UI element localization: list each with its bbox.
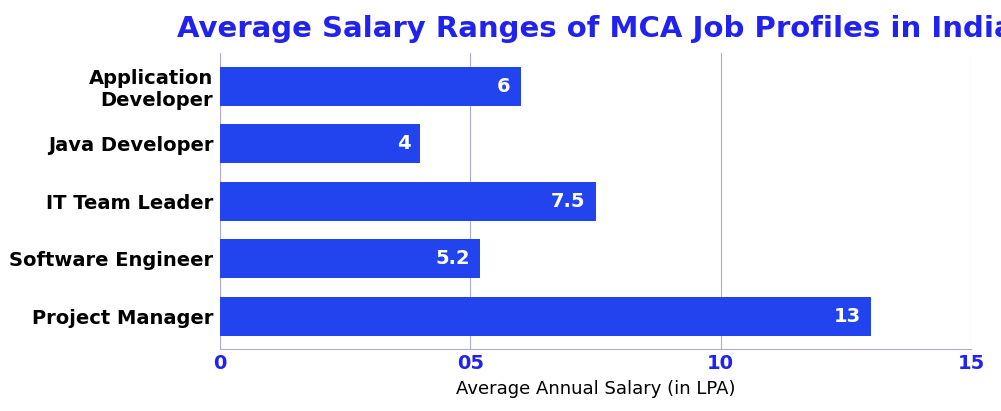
Text: 5.2: 5.2: [435, 249, 470, 268]
Text: 6: 6: [496, 77, 511, 96]
X-axis label: Average Annual Salary (in LPA): Average Annual Salary (in LPA): [455, 380, 736, 398]
Title: Average Salary Ranges of MCA Job Profiles in India: Average Salary Ranges of MCA Job Profile…: [177, 15, 1001, 43]
Bar: [220, 297, 871, 336]
Bar: [220, 182, 596, 221]
Text: 7.5: 7.5: [552, 192, 586, 211]
Bar: [220, 239, 480, 278]
Text: 13: 13: [834, 307, 861, 326]
Bar: [220, 67, 521, 106]
Text: 4: 4: [396, 134, 410, 153]
Bar: [220, 125, 420, 164]
